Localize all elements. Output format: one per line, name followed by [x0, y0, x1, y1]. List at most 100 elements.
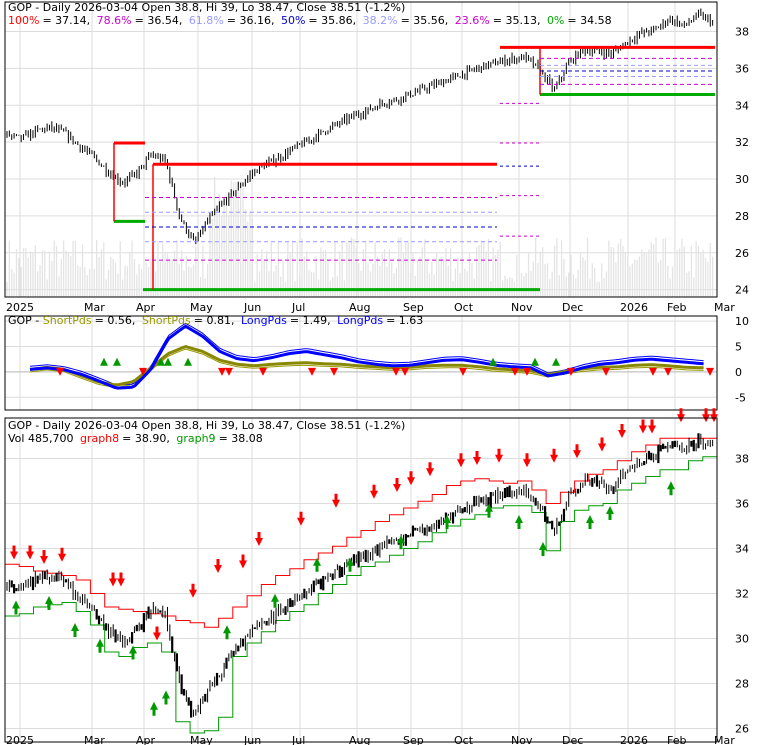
x-tick-label: Nov	[511, 734, 533, 745]
long-period-line-thin	[29, 322, 704, 386]
buy-arrow-icon	[485, 503, 493, 518]
price-panel-frame	[4, 1, 718, 298]
buy-arrow-icon	[606, 506, 614, 520]
y-tick-label: 5	[735, 340, 742, 353]
oscillator-legend: GOP - ShortPds = 0.56, ShortPds = 0.81, Lo…	[8, 314, 423, 327]
x-tick-label: Feb	[667, 734, 686, 745]
oscillator-panel: 10 5 0 -5	[4, 315, 749, 411]
y-tick-label: 30	[735, 633, 749, 646]
osc-legend-label-3: LongPds	[337, 314, 383, 327]
panel1-title: GOP - Daily 2026-03-04 Open 38.8, Hi 39,…	[8, 1, 405, 14]
osc-legend-value-0: = 0.56,	[95, 314, 136, 327]
x-tick-label: Feb	[667, 301, 686, 314]
sell-arrow-icon	[457, 453, 465, 468]
y-tick-label: 38	[735, 453, 749, 466]
sell-arrow-icon	[639, 419, 647, 434]
buy-arrow-icon	[397, 535, 405, 550]
y-tick-label: 0	[735, 366, 742, 379]
y-tick-label: 32	[735, 588, 749, 601]
buy-arrow-icon	[552, 357, 560, 366]
graph8-legend-value: = 38.90,	[122, 432, 170, 445]
oscillator-panel-frame	[4, 315, 718, 411]
svg-text:GOP - ShortPds= 0.56,: GOP - ShortPds = 0.56, ShortPds = 0.81, Lo…	[8, 314, 423, 327]
x-tick-label: Oct	[454, 734, 474, 745]
svg-text:Vol 485,700 graph8= 38.9: Vol 485,700 graph8 = 38.90, graph9 = 38.08	[8, 432, 263, 445]
fib-legend: 100% = 37.14, 78.6% = 36.54, 61.8% = 36.16,…	[8, 14, 612, 27]
fib-value-236: = 35.13,	[493, 14, 541, 27]
x-tick-label: 2025	[6, 734, 34, 745]
fib-value-100: = 37.14,	[42, 14, 90, 27]
buy-arrow-icon	[157, 357, 165, 366]
buy-arrow-icon	[586, 515, 594, 529]
buy-arrow-icon	[100, 357, 108, 366]
buy-arrow-icon	[271, 593, 279, 608]
x-tick-label: May	[190, 301, 213, 314]
sell-arrow-icon	[426, 462, 434, 477]
x-tick-label: Mar	[714, 301, 735, 314]
osc-legend-label-0: ShortPds	[43, 314, 92, 327]
x-tick-label: 2025	[6, 301, 34, 314]
fib-label-618: 61.8%	[189, 14, 224, 27]
sell-arrow-icon	[239, 554, 247, 569]
graph8-legend-label: graph8	[80, 432, 119, 445]
osc-legend-value-3: = 1.63	[386, 314, 423, 327]
buy-arrow-icon	[539, 542, 547, 556]
x-tick-label: 2026	[620, 734, 648, 745]
sell-arrow-icon	[677, 408, 685, 423]
buy-arrow-icon	[12, 600, 20, 615]
volume-panel-frame	[4, 417, 718, 743]
sell-arrow-icon	[40, 550, 48, 564]
fib-value-382: = 35.56,	[401, 14, 449, 27]
sell-arrow-icon	[567, 367, 575, 376]
x-tick-label: 2026	[620, 301, 648, 314]
buy-arrow-icon	[346, 557, 354, 572]
sell-arrow-icon	[218, 367, 226, 376]
sell-arrow-icon	[214, 559, 222, 573]
buy-arrow-icon	[150, 701, 158, 716]
fib-label-786: 78.6%	[97, 14, 132, 27]
buy-arrow-icon	[71, 623, 79, 637]
sell-arrow-icon	[26, 545, 34, 560]
sell-arrow-icon	[706, 367, 714, 376]
panel3-title: GOP - Daily 2026-03-04 Open 38.8, Hi 39,…	[8, 419, 405, 432]
sell-arrow-icon	[153, 626, 161, 641]
sell-arrow-icon	[649, 367, 657, 376]
sell-arrow-icon	[495, 448, 503, 463]
sell-arrow-icon	[459, 367, 467, 376]
price-volume-panel: 38 36 34 32 30 28 26 2025 Mar Apr May Jun Jul Aug Sep O…	[4, 408, 749, 745]
y-tick-label: 38	[735, 26, 749, 39]
graph9-legend-value: = 38.08	[219, 432, 263, 445]
sell-arrow-icon	[109, 572, 117, 587]
buy-arrow-icon	[443, 515, 451, 529]
y-tick-label: 34	[735, 543, 749, 556]
x-tick-label: Mar	[84, 301, 105, 314]
osc-legend-value-2: = 1.49,	[290, 314, 331, 327]
sell-arrow-icon	[330, 367, 338, 376]
buy-arrow-icon	[313, 557, 321, 572]
fib-value-0: = 34.58	[567, 14, 611, 27]
fib-label-100: 100%	[8, 14, 39, 27]
buy-arrow-icon	[113, 357, 121, 366]
y-tick-label: 10	[735, 315, 749, 328]
fib-value-786: = 36.54,	[135, 14, 183, 27]
y-tick-label: 28	[735, 678, 749, 691]
graph9-legend-label: graph9	[176, 432, 215, 445]
graph9-line	[5, 456, 717, 734]
sell-arrow-icon	[401, 367, 409, 376]
buy-arrow-icon	[489, 357, 497, 366]
sell-arrow-icon	[56, 367, 64, 376]
sell-arrow-icon	[225, 367, 233, 376]
sell-arrow-icon	[370, 484, 378, 499]
sell-arrow-icon	[139, 367, 147, 376]
sell-arrow-icon	[117, 572, 125, 587]
x-tick-label: Dec	[562, 734, 583, 745]
x-tick-label: Jun	[243, 734, 261, 745]
buy-arrow-icon	[223, 625, 231, 640]
buy-arrow-icon	[96, 638, 104, 653]
volume-legend: Vol 485,700 graph8 = 38.90, graph9 = 38.08	[8, 432, 263, 445]
x-tick-label: Apr	[136, 734, 156, 745]
sell-arrow-icon	[332, 493, 340, 508]
graph8-line	[5, 437, 717, 628]
sell-arrow-icon	[648, 419, 656, 434]
svg-text:100%= 37.14, 78.6%= 36.5: 100% = 37.14, 78.6% = 36.54, 61.8% = 36.16,…	[8, 14, 612, 27]
